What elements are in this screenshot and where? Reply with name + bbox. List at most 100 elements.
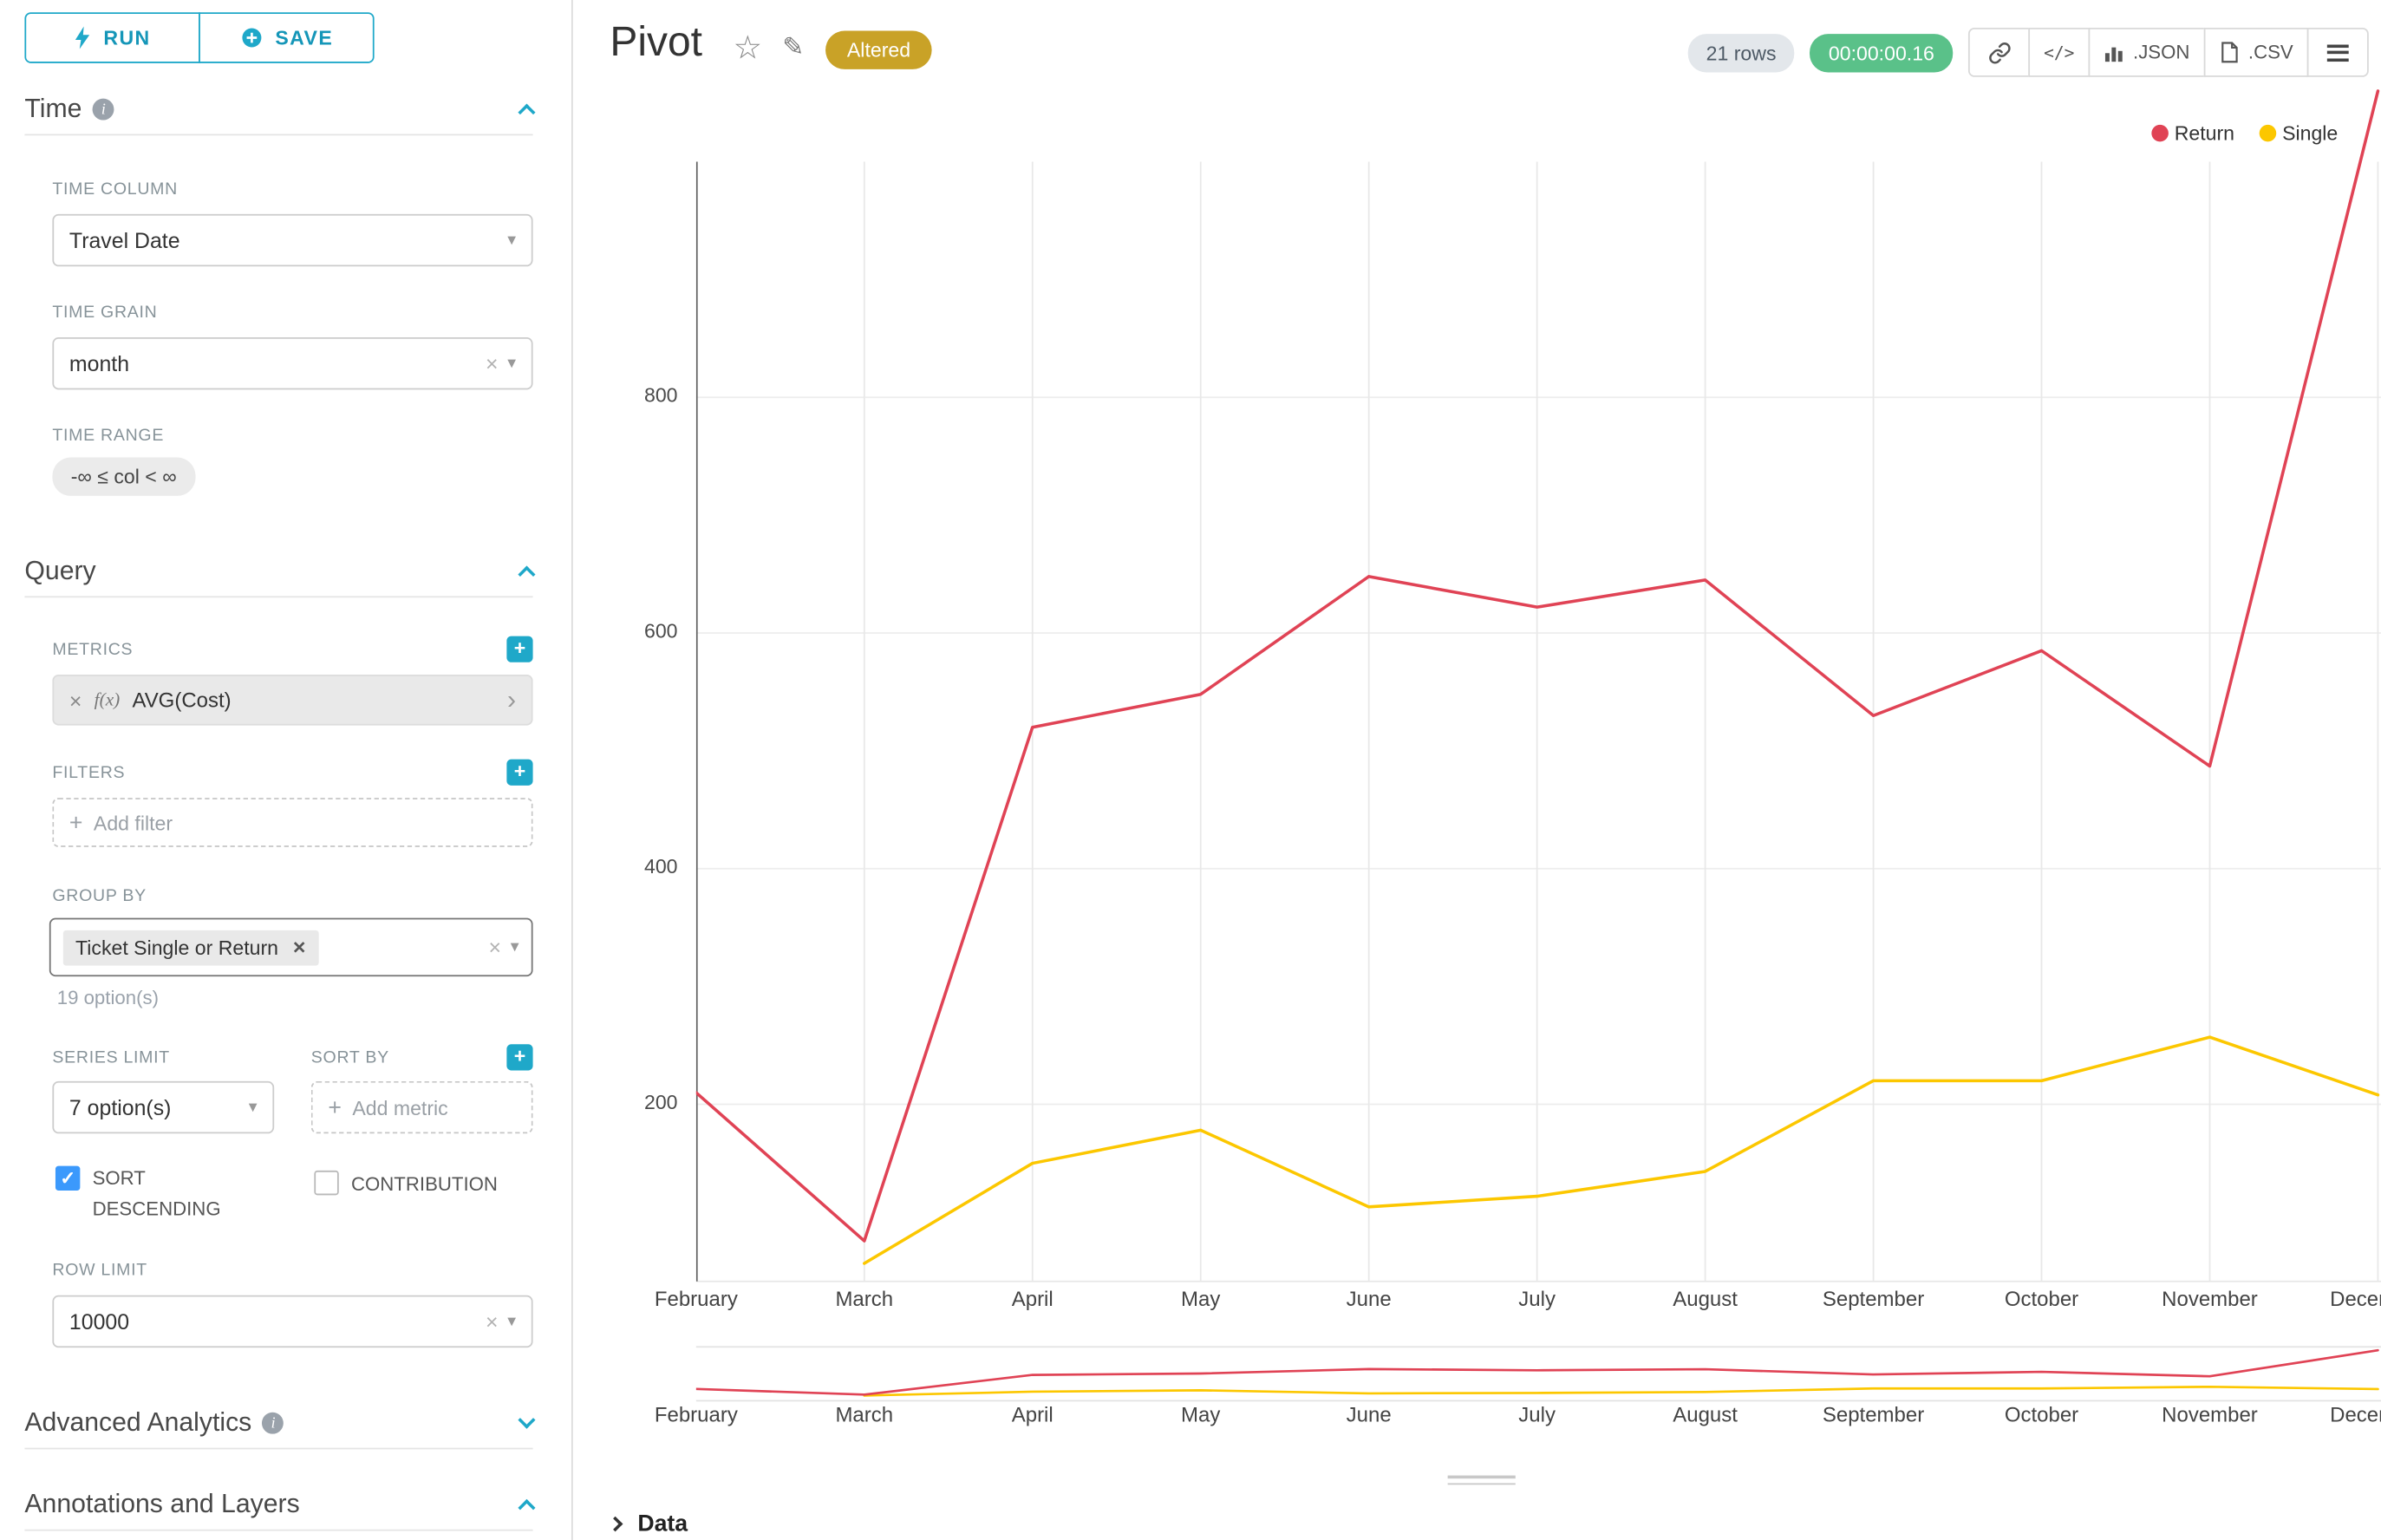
advanced-analytics-section-header[interactable]: Advanced Analytics i [24, 1405, 536, 1442]
resize-handle[interactable] [1447, 1471, 1516, 1489]
time-section-title: Time [24, 94, 82, 124]
chevron-down-icon: ▾ [507, 230, 517, 249]
x-axis-label: August [1673, 1287, 1738, 1311]
sort-descending-checkbox[interactable]: ✓ [55, 1165, 81, 1191]
caret-right-icon[interactable]: › [506, 685, 517, 715]
plus-circle-icon [241, 28, 261, 48]
chart-header-actions: 21 rows 00:00:00.16 </> .JSON .CSV [1687, 27, 2369, 77]
edit-icon[interactable]: ✎ [782, 32, 805, 62]
x-axis-label: June [1346, 1287, 1392, 1311]
x-axis-label: October [2004, 1403, 2079, 1426]
add-filter-plus-button[interactable]: + [506, 759, 533, 786]
group-by-select[interactable]: Ticket Single or Return ✕ × ▾ [49, 917, 533, 977]
series-line-Return[interactable] [695, 89, 2380, 1243]
add-metric-placeholder: Add metric [352, 1095, 448, 1119]
favorite-star-icon[interactable]: ☆ [733, 30, 762, 67]
contribution-checkbox[interactable] [314, 1170, 339, 1196]
embed-code-button[interactable]: </> [2028, 27, 2091, 77]
metric-pill-label: AVG(Cost) [132, 688, 232, 712]
export-button-group: </> .JSON .CSV [1967, 27, 2369, 77]
x-axis-label: February [654, 1287, 738, 1311]
mini-series-line-Return [695, 1348, 2379, 1396]
x-axis-label: December [2330, 1403, 2381, 1426]
advanced-analytics-title: Advanced Analytics [24, 1407, 252, 1438]
function-icon: f(x) [94, 688, 121, 710]
code-icon: </> [2044, 42, 2075, 62]
y-axis-tick: 600 [643, 619, 678, 643]
export-json-label: .JSON [2133, 41, 2190, 63]
x-axis-label: February [654, 1403, 738, 1426]
clear-icon[interactable]: × [488, 935, 502, 960]
section-divider [24, 134, 533, 136]
link-icon [1988, 42, 2010, 63]
y-axis-tick: 200 [643, 1090, 678, 1114]
data-panel-toggle[interactable]: Data [607, 1511, 688, 1537]
x-axis-label: June [1346, 1403, 1392, 1426]
menu-button[interactable] [2306, 27, 2369, 77]
time-column-value: Travel Date [68, 227, 180, 253]
x-axis-label: August [1673, 1403, 1738, 1426]
row-limit-label: ROW LIMIT [52, 1261, 147, 1281]
series-limit-value: 7 option(s) [68, 1094, 172, 1120]
export-csv-button[interactable]: .CSV [2203, 27, 2309, 77]
data-panel-title: Data [637, 1511, 688, 1537]
annotations-section-header[interactable]: Annotations and Layers [24, 1486, 536, 1524]
series-limit-select[interactable]: 7 option(s) ▾ [52, 1080, 275, 1134]
legend-item-Single[interactable]: Single [2259, 121, 2338, 145]
bolt-icon [75, 26, 90, 49]
query-section-header[interactable]: Query [24, 553, 536, 591]
x-axis-label: December [2330, 1287, 2381, 1311]
share-link-button[interactable] [1967, 27, 2031, 77]
time-grain-value: month [68, 350, 130, 376]
control-panel: RUN SAVE Time i TIME COLUMN Travel Date … [0, 0, 573, 1540]
clear-icon[interactable]: × [486, 350, 499, 376]
x-axis-label: October [2004, 1287, 2079, 1311]
file-icon [2221, 42, 2238, 63]
line-chart[interactable] [695, 77, 2381, 1294]
series-limit-label: SERIES LIMIT [52, 1048, 170, 1067]
annotations-section-title: Annotations and Layers [24, 1489, 300, 1519]
chevron-down-icon [518, 1411, 536, 1429]
plus-icon: + [328, 1093, 342, 1121]
row-limit-value: 10000 [68, 1308, 130, 1334]
legend-item-Return[interactable]: Return [2151, 121, 2234, 145]
save-button[interactable]: SAVE [199, 12, 375, 63]
run-button[interactable]: RUN [24, 12, 200, 63]
add-metric-plus-button[interactable]: + [506, 636, 533, 662]
add-sort-metric-plus-button[interactable]: + [506, 1044, 533, 1071]
x-axis-label: July [1518, 1287, 1556, 1311]
series-line-Single[interactable] [863, 1035, 2380, 1265]
section-divider [24, 596, 533, 598]
export-json-button[interactable]: .JSON [2088, 27, 2206, 77]
time-range-pill[interactable]: -∞ ≤ col < ∞ [52, 457, 195, 496]
chevron-down-icon: ▾ [510, 936, 519, 956]
row-limit-select[interactable]: 10000 × ▾ [52, 1295, 533, 1348]
filters-label: FILTERS [52, 763, 126, 783]
add-filter-box[interactable]: + Add filter [52, 798, 533, 847]
metrics-label: METRICS [52, 640, 134, 660]
x-axis-label: November [2162, 1403, 2258, 1426]
group-by-tag-label: Ticket Single or Return [75, 936, 279, 959]
time-section-header[interactable]: Time i [24, 91, 536, 128]
run-button-label: RUN [103, 26, 151, 49]
x-axis-label: April [1011, 1287, 1054, 1311]
time-grain-select[interactable]: month × ▾ [52, 336, 533, 390]
query-toolbar: RUN SAVE [24, 12, 375, 63]
altered-badge[interactable]: Altered [825, 30, 932, 69]
remove-icon[interactable]: × [68, 688, 82, 713]
menu-icon [2326, 40, 2349, 64]
add-sort-metric-box[interactable]: + Add metric [310, 1080, 533, 1134]
chart-legend: Return Single [2151, 121, 2338, 145]
info-icon[interactable]: i [262, 1412, 284, 1434]
chevron-up-icon [518, 565, 536, 584]
time-column-select[interactable]: Travel Date ▾ [52, 213, 533, 267]
metric-pill[interactable]: × f(x) AVG(Cost) › [52, 674, 533, 726]
info-icon[interactable]: i [92, 98, 114, 121]
brush-chart[interactable] [695, 1346, 2381, 1402]
section-divider [24, 1529, 533, 1531]
remove-tag-icon[interactable]: ✕ [292, 938, 307, 957]
chart-title: Pivot [610, 18, 703, 65]
x-axis-label: September [1822, 1287, 1925, 1311]
clear-icon[interactable]: × [486, 1308, 499, 1334]
y-axis-tick: 800 [643, 383, 678, 407]
